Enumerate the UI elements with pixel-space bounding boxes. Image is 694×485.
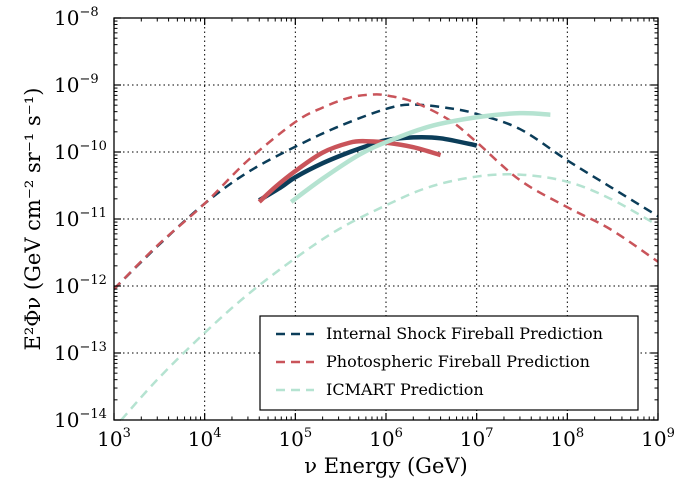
tick-base: 10	[641, 427, 666, 451]
tick-base: 10	[54, 207, 79, 231]
tick-exponent: 6	[395, 426, 403, 441]
tick-exponent: −9	[79, 72, 98, 87]
tick-exponent: 5	[304, 426, 312, 441]
legend-box	[259, 315, 639, 411]
x-axis-label: ν Energy (GeV)	[304, 454, 468, 478]
legend: Internal Shock Fireball Prediction Photos…	[259, 315, 639, 411]
x-tick-label: 108	[550, 426, 584, 451]
grid-lines	[114, 18, 658, 420]
y-tick-label: 10−9	[54, 72, 99, 97]
tick-exponent: −14	[79, 407, 106, 422]
tick-base: 10	[460, 427, 485, 451]
tick-base: 10	[97, 427, 122, 451]
y-tick-label: 10−10	[54, 139, 107, 164]
tick-base: 10	[54, 73, 79, 97]
tick-exponent: 9	[667, 426, 675, 441]
tick-base: 10	[369, 427, 394, 451]
tick-base: 10	[188, 427, 213, 451]
tick-base: 10	[278, 427, 303, 451]
dashed-curve-icmart-prediction	[120, 172, 658, 420]
tick-exponent: 3	[123, 426, 131, 441]
dashed-curve-internal-shock-fireball-prediction	[114, 103, 658, 290]
legend-entry: Internal Shock Fireball Prediction	[276, 324, 603, 343]
dashed-curve-photospheric-fireball-prediction	[114, 93, 658, 290]
plot-area	[114, 93, 658, 420]
tick-exponent: 8	[576, 426, 584, 441]
tick-exponent: −11	[79, 206, 106, 221]
solid-curve-series-3	[258, 134, 478, 203]
x-tick-label: 106	[369, 426, 403, 451]
x-tick-label: 105	[278, 426, 312, 451]
y-axis-label: E²Φν (GeV cm⁻² sr⁻¹ s⁻¹)	[21, 88, 45, 351]
tick-exponent: −13	[79, 340, 106, 355]
legend-entry: ICMART Prediction	[276, 380, 484, 399]
solid-curve-series-5	[289, 110, 551, 204]
x-tick-labels: 103 104 105 106 107 108 109	[97, 426, 675, 451]
x-tick-label: 104	[188, 426, 222, 451]
y-tick-label: 10−11	[54, 206, 107, 231]
x-tick-label: 109	[641, 426, 675, 451]
y-tick-label: 10−8	[54, 5, 99, 30]
x-tick-label: 103	[97, 426, 131, 451]
tick-base: 10	[54, 6, 79, 30]
axis-ticks	[113, 17, 659, 421]
tick-exponent: −8	[79, 5, 98, 20]
x-tick-label: 107	[460, 426, 494, 451]
y-tick-label: 10−12	[54, 273, 107, 298]
tick-base: 10	[54, 408, 79, 432]
tick-base: 10	[54, 341, 79, 365]
tick-exponent: −10	[79, 139, 106, 154]
solid-curve-series-4	[257, 138, 442, 204]
y-tick-label: 10−14	[54, 407, 107, 432]
tick-base: 10	[54, 140, 79, 164]
legend-entry: Photospheric Fireball Prediction	[276, 352, 590, 371]
tick-exponent: −12	[79, 273, 106, 288]
tick-exponent: 7	[485, 426, 493, 441]
tick-base: 10	[54, 274, 79, 298]
tick-base: 10	[550, 427, 575, 451]
y-tick-label: 10−13	[54, 340, 107, 365]
legend-label: Internal Shock Fireball Prediction	[326, 324, 603, 343]
legend-label: ICMART Prediction	[326, 380, 484, 399]
tick-exponent: 4	[213, 426, 221, 441]
legend-label: Photospheric Fireball Prediction	[326, 352, 590, 371]
